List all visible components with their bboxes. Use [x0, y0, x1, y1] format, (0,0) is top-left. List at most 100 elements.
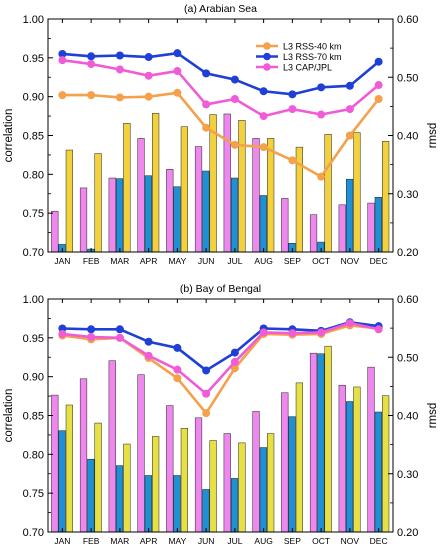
point-l3-cap-jpl-may	[173, 365, 182, 374]
y2-tick-label-3: 0.50	[397, 352, 418, 364]
bar-l3-cap-jpl-jul	[223, 113, 231, 253]
bar-l3-cap-jpl-feb	[79, 378, 88, 533]
point-l3-rss-70-km-feb	[87, 325, 96, 334]
x-tick-label-feb: FEB	[83, 256, 100, 266]
point-l3-cap-jpl-sep	[288, 329, 297, 338]
point-l3-cap-jpl-sep	[288, 105, 297, 114]
x-tick-label-apr: APR	[140, 256, 157, 266]
point-l3-rss-70-km-jul	[230, 75, 239, 84]
y2-tick-label-0: 0.20	[397, 247, 418, 259]
y2-axis-label: rmsd	[427, 123, 439, 149]
point-l3-cap-jpl-jan	[58, 56, 67, 65]
y-tick-label-3: 0.85	[23, 131, 44, 143]
chart-title: (b) Bay of Bengal	[180, 283, 261, 295]
y-tick-label-6: 1.00	[23, 14, 44, 26]
point-l3-cap-jpl-aug	[259, 112, 268, 121]
bar-l3-rss-70-km-mar	[115, 465, 124, 533]
bar-l3-rss-40-km-feb	[94, 422, 102, 533]
bar-l3-rss-40-km-jul	[238, 442, 246, 533]
bar-l3-rss-40-km-mar	[123, 443, 131, 533]
x-tick-label-aug: AUG	[254, 256, 272, 266]
bar-l3-cap-jpl-jun	[194, 417, 203, 533]
legend-label-l3-cap-jpl: L3 CAP/JPL	[283, 63, 332, 73]
bar-l3-rss-40-km-oct	[324, 134, 332, 253]
point-l3-rss-40-km-jul	[230, 364, 239, 373]
y-tick-label-6: 1.00	[23, 294, 44, 306]
point-l3-rss-40-km-aug	[259, 143, 268, 152]
bar-l3-rss-40-km-dec	[382, 395, 390, 533]
point-l3-rss-40-km-jun	[202, 123, 211, 132]
y2-axis-label: rmsd	[427, 403, 439, 429]
x-tick-label-jan: JAN	[54, 256, 70, 266]
legend-marker-l3-cap-jpl	[263, 63, 271, 71]
point-l3-cap-jpl-nov	[345, 319, 354, 328]
bar-l3-rss-70-km-feb	[87, 458, 95, 533]
legend-label-l3-rss-40-km: L3 RSS-40 km	[283, 42, 342, 52]
x-tick-label-jul: JUL	[227, 256, 242, 266]
legend-marker-l3-rss-40-km	[263, 42, 271, 50]
legend-label-l3-rss-70-km: L3 RSS-70 km	[283, 52, 342, 62]
x-tick-label-apr: APR	[140, 536, 157, 546]
point-l3-rss-70-km-jun	[202, 69, 211, 78]
x-tick-label-oct: OCT	[312, 256, 330, 266]
y-tick-label-0: 0.70	[23, 247, 44, 259]
point-l3-rss-70-km-apr	[144, 337, 153, 346]
x-tick-label-oct: OCT	[312, 536, 330, 546]
bar-l3-cap-jpl-oct	[309, 214, 318, 253]
bar-l3-rss-70-km-nov	[345, 401, 354, 533]
point-l3-rss-40-km-dec	[374, 95, 383, 103]
point-l3-cap-jpl-may	[173, 67, 182, 76]
point-l3-rss-40-km-mar	[115, 93, 124, 102]
bar-l3-rss-70-km-apr	[144, 175, 152, 253]
bar-l3-cap-jpl-nov	[338, 204, 346, 253]
point-l3-rss-40-km-nov	[345, 131, 354, 140]
bar-l3-rss-40-km-feb	[94, 153, 102, 253]
x-tick-label-may: MAY	[168, 536, 186, 546]
point-l3-rss-70-km-oct	[317, 83, 326, 92]
line-l3-cap-jpl	[62, 321, 379, 396]
y-tick-label-0: 0.70	[23, 527, 44, 539]
x-tick-label-dec: DEC	[370, 256, 388, 266]
bar-l3-cap-jpl-aug	[252, 138, 260, 253]
bar-l3-cap-jpl-mar	[108, 360, 116, 533]
bar-l3-cap-jpl-oct	[309, 352, 318, 533]
line-l3-rss-70-km	[62, 51, 380, 96]
legend-marker-l3-rss-70-km	[263, 52, 271, 61]
x-tick-label-sep: SEP	[284, 256, 301, 266]
x-tick-label-feb: FEB	[83, 536, 100, 546]
point-l3-rss-70-km-jun	[202, 366, 211, 375]
bar-l3-rss-40-km-may	[180, 126, 188, 253]
point-l3-cap-jpl-apr	[144, 351, 153, 360]
y2-tick-label-4: 0.60	[397, 294, 418, 306]
point-l3-cap-jpl-mar	[115, 333, 124, 342]
point-l3-cap-jpl-feb	[87, 60, 96, 69]
bar-l3-cap-jpl-jan	[51, 210, 59, 253]
point-l3-rss-40-km-jul	[230, 140, 239, 149]
bar-l3-rss-70-km-aug	[259, 195, 267, 253]
panel-bay-of-bengal: (b) Bay of Bengal 0.70 0.75 0.80 0.85 0.90 0.9…	[3, 283, 439, 546]
point-l3-cap-jpl-jan	[58, 329, 67, 338]
x-tick-label-dec: DEC	[370, 536, 388, 546]
line-l3-cap-jpl	[62, 58, 380, 118]
x-tick-label-jan: JAN	[54, 536, 70, 546]
bar-l3-cap-jpl-nov	[338, 384, 346, 533]
bar-l3-rss-40-km-jan	[65, 149, 73, 253]
bar-l3-rss-40-km-jun	[209, 114, 217, 253]
bar-l3-cap-jpl-aug	[252, 411, 260, 533]
y2-tick-label-1: 0.30	[397, 469, 418, 481]
bar-l3-cap-jpl-apr	[137, 138, 145, 253]
bar-l3-rss-40-km-jan	[65, 404, 73, 533]
bar-l3-rss-40-km-apr	[152, 436, 160, 533]
point-l3-cap-jpl-feb	[87, 333, 96, 342]
point-l3-rss-40-km-oct	[317, 172, 326, 181]
chart-title: (a) Arabian Sea	[184, 3, 257, 15]
point-l3-cap-jpl-oct	[317, 328, 326, 337]
bar-l3-rss-70-km-dec	[374, 197, 382, 253]
bar-l3-rss-70-km-apr	[144, 475, 152, 533]
point-l3-cap-jpl-oct	[317, 110, 326, 119]
bar-l3-cap-jpl-may	[166, 169, 174, 253]
point-l3-rss-40-km-jun	[202, 409, 211, 418]
bar-l3-rss-70-km-jul	[230, 177, 239, 253]
y2-tick-label-2: 0.40	[397, 411, 418, 423]
